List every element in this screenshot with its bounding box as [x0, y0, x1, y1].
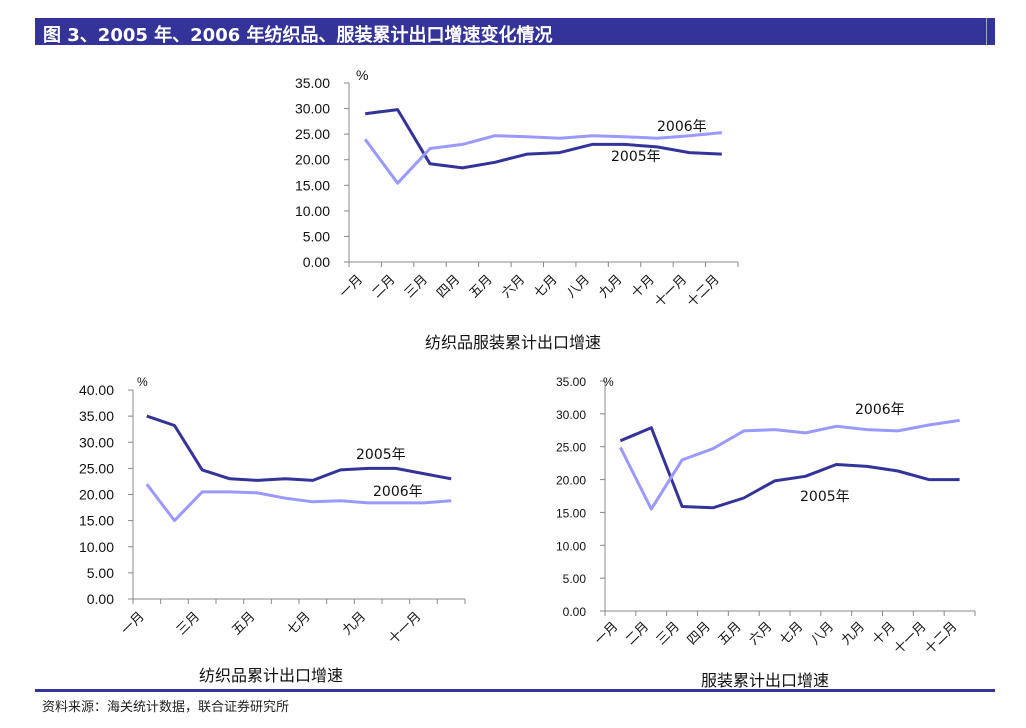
unit-label: %: [356, 67, 368, 83]
x-category-label: 九月: [596, 272, 625, 301]
x-category-label: 八月: [808, 619, 837, 648]
x-category-label: 五月: [229, 609, 258, 638]
x-category-label: 十一月: [652, 272, 690, 310]
x-category-label: 三月: [402, 272, 431, 301]
x-category-label: 十一月: [891, 619, 929, 657]
y-tick-label: 35.00: [556, 375, 586, 389]
unit-label: %: [603, 375, 614, 389]
series-label: 2005年: [800, 489, 850, 505]
y-tick-label: 20.00: [295, 152, 330, 168]
x-category-label: 一月: [119, 609, 148, 638]
series-label: 2005年: [611, 149, 661, 165]
y-tick-label: 25.00: [79, 460, 114, 476]
y-tick-label: 0.00: [303, 254, 330, 270]
series-label: 2005年: [356, 447, 406, 463]
series-label: 2006年: [855, 402, 905, 418]
x-category-label: 十月: [629, 272, 658, 301]
source-note: 资料来源：海关统计数据，联合证券研究所: [42, 700, 290, 715]
chart-caption: 纺织品累计出口增速: [199, 666, 343, 685]
y-tick-label: 30.00: [295, 101, 330, 117]
y-tick-label: 25.00: [295, 126, 330, 142]
x-category-label: 二月: [623, 619, 652, 648]
y-tick-label: 15.00: [79, 513, 114, 529]
y-tick-label: 35.00: [79, 408, 114, 424]
y-tick-label: 10.00: [295, 203, 330, 219]
series-line-2006年: [363, 131, 722, 185]
header-divider: [986, 18, 987, 45]
y-tick-label: 5.00: [303, 228, 330, 244]
x-category-label: 九月: [340, 609, 369, 638]
x-category-label: 十二月: [922, 619, 960, 657]
x-category-label: 五月: [467, 272, 496, 301]
y-tick-label: 0.00: [563, 605, 587, 619]
series-label: 2006年: [657, 119, 707, 135]
x-category-label: 七月: [285, 609, 314, 638]
y-tick-label: 20.00: [556, 474, 586, 488]
series-line-2006年: [145, 483, 452, 523]
x-category-label: 四月: [434, 272, 463, 301]
y-tick-label: 40.00: [79, 382, 114, 398]
x-category-label: 六月: [746, 619, 775, 648]
y-tick-label: 25.00: [556, 441, 586, 455]
x-category-label: 十二月: [684, 272, 722, 310]
y-tick-label: 0.00: [87, 591, 114, 607]
y-tick-label: 35.00: [295, 75, 330, 91]
y-tick-label: 20.00: [79, 487, 114, 503]
figure-title: 图 3、2005 年、2006 年纺织品、服装累计出口增速变化情况: [43, 25, 553, 46]
x-category-label: 六月: [499, 272, 528, 301]
x-category-label: 五月: [716, 619, 745, 648]
y-tick-label: 30.00: [79, 434, 114, 450]
x-category-label: 一月: [592, 619, 621, 648]
x-category-label: 十一月: [386, 609, 424, 647]
x-category-label: 二月: [369, 272, 398, 301]
x-category-label: 八月: [564, 272, 593, 301]
footer-divider: [35, 689, 995, 692]
y-tick-label: 10.00: [79, 539, 114, 555]
y-tick-label: 10.00: [556, 539, 586, 553]
unit-label: %: [137, 375, 148, 389]
x-category-label: 三月: [174, 609, 203, 638]
series-label: 2006年: [373, 484, 423, 500]
series-line-2006年: [619, 418, 960, 511]
x-category-label: 一月: [337, 272, 366, 301]
y-tick-label: 30.00: [556, 408, 586, 422]
x-category-label: 七月: [532, 272, 561, 301]
x-category-label: 三月: [654, 619, 683, 648]
series-line-2005年: [619, 426, 960, 510]
series-line-2005年: [146, 414, 452, 482]
y-tick-label: 5.00: [563, 572, 587, 586]
report-header-bar: 图 3、2005 年、2006 年纺织品、服装累计出口增速变化情况: [35, 18, 995, 46]
y-tick-label: 15.00: [295, 177, 330, 193]
x-category-label: 四月: [685, 619, 714, 648]
x-category-label: 七月: [777, 619, 806, 648]
x-category-label: 九月: [839, 619, 868, 648]
chart-caption: 纺织品服装累计出口增速: [425, 333, 601, 352]
chart-caption: 服装累计出口增速: [701, 671, 829, 690]
y-tick-label: 15.00: [556, 506, 586, 520]
y-tick-label: 5.00: [87, 565, 114, 581]
